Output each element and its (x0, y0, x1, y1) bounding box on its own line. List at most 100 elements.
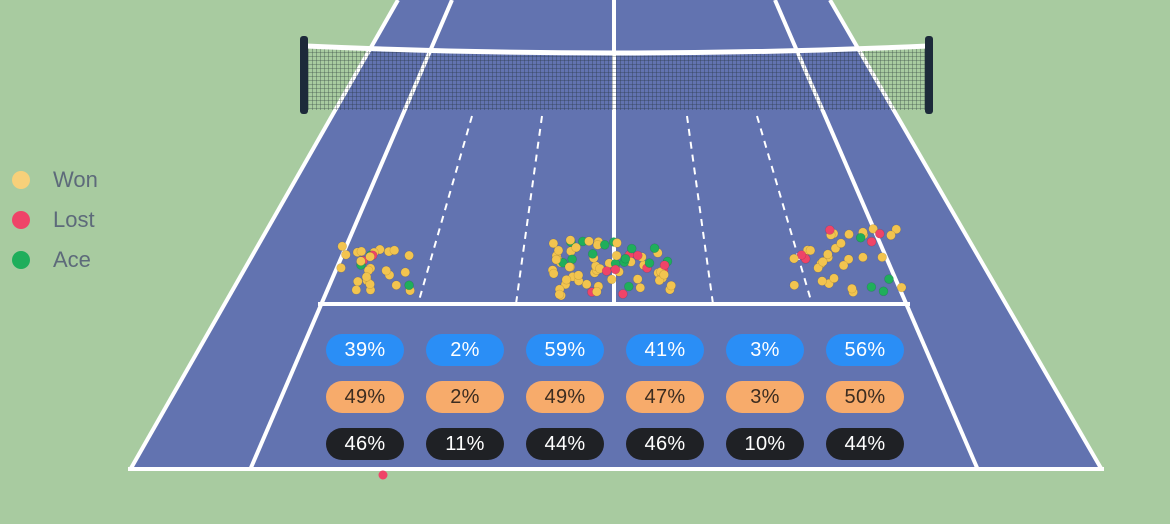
stat-pill: 39% (326, 334, 404, 366)
serve-dot-won (847, 283, 857, 294)
serve-dot-ace (404, 280, 414, 291)
serve-dot-won (632, 274, 643, 284)
serve-dot-won (822, 249, 833, 260)
serve-dot-won (858, 252, 868, 263)
stat-pill: 50% (826, 381, 904, 413)
serve-dot-won (365, 279, 375, 290)
serve-dot-won (551, 254, 562, 265)
serve-dot-lost (601, 266, 612, 276)
serve-dot-won (565, 235, 576, 245)
serve-dot-lost (610, 264, 621, 275)
serve-dot-ace (587, 249, 598, 259)
serve-dot-won (571, 242, 581, 253)
stat-pill: 46% (326, 428, 404, 460)
serve-dot-won (573, 270, 584, 281)
zone-line (756, 115, 813, 305)
serve-dot-lost (659, 260, 670, 271)
stat-row-dark: 46% 11% 44% 46% 10% 44% (326, 428, 904, 460)
serve-dot-won (356, 246, 367, 257)
serve-dot-won (352, 276, 363, 287)
serve-dot-won (805, 245, 816, 256)
serve-dot-won (391, 280, 402, 291)
serve-dot-won (813, 263, 823, 273)
serve-dots (336, 224, 907, 480)
serve-dot-won (548, 238, 559, 249)
serve-dot-won (389, 245, 400, 256)
stat-row-blue: 39% 2% 59% 41% 3% 56% (326, 334, 904, 366)
stat-pill: 3% (726, 334, 804, 366)
serve-dot-ace (644, 258, 655, 268)
zone-line (686, 115, 714, 305)
serve-dot-won (581, 279, 592, 290)
serve-dot-ace (878, 286, 889, 297)
serve-dot-won (843, 254, 854, 265)
stat-pill: 47% (626, 381, 704, 413)
serve-dot-lost (874, 228, 885, 239)
stat-pill: 44% (526, 428, 604, 460)
serve-dot-won (666, 280, 677, 291)
won-dot-icon (12, 171, 30, 189)
serve-dot-won (868, 224, 879, 234)
serve-dot-lost (632, 250, 643, 261)
legend-label-lost: Lost (53, 207, 95, 232)
serve-dot-won (554, 289, 565, 300)
ace-dot-icon (12, 251, 30, 269)
stat-pill: 3% (726, 381, 804, 413)
serve-dot-lost (796, 250, 807, 260)
serve-dot-won (659, 269, 669, 280)
serve-dot-won (400, 267, 411, 278)
serve-dot-won (817, 256, 828, 267)
serve-dot-lost (618, 289, 628, 299)
legend-item-won: Won (12, 160, 98, 200)
serve-dot-won (838, 260, 849, 271)
serve-dot-won (877, 252, 887, 263)
serve-dot-won (789, 253, 799, 264)
serve-dot-ace (626, 243, 637, 254)
serve-dot-ace (866, 282, 877, 292)
serve-dot-won (561, 274, 572, 285)
serve-dot-ace (855, 232, 866, 243)
serve-dot-won (896, 282, 907, 293)
stat-pill: 10% (726, 428, 804, 460)
stat-pill: 11% (426, 428, 504, 460)
lost-dot-icon (12, 211, 30, 229)
serve-dot-won (606, 274, 617, 285)
serve-dot-won (817, 276, 827, 286)
serve-dot-ace (620, 253, 631, 264)
serve-dot-won (584, 236, 594, 246)
stat-pill: 49% (526, 381, 604, 413)
serve-dot-won (789, 280, 800, 291)
zone-line (515, 115, 543, 305)
serve-dot-won (337, 241, 348, 252)
tennis-net (300, 36, 933, 114)
zone-line (417, 115, 473, 305)
serve-dot-lost (824, 225, 835, 235)
legend-item-lost: Lost (12, 200, 98, 240)
serve-dot-won (336, 263, 346, 273)
serve-dot-won (553, 245, 564, 256)
serve-dot-ace (623, 281, 634, 292)
stat-pill: 44% (826, 428, 904, 460)
serve-dot-won (612, 238, 622, 248)
stat-pill: 46% (626, 428, 704, 460)
serve-dot-won (356, 256, 366, 267)
legend-label-ace: Ace (53, 247, 91, 272)
stat-pill: 2% (426, 334, 504, 366)
serve-dot-won (341, 249, 351, 260)
serve-dot-ace (649, 243, 660, 253)
serve-dot-won (891, 224, 902, 235)
serve-dot-ace (599, 240, 610, 250)
serve-dot-won (365, 251, 375, 262)
stat-pill: 59% (526, 334, 604, 366)
stat-pill: 49% (326, 381, 404, 413)
stat-pill: 2% (426, 381, 504, 413)
serve-dot-won (351, 285, 362, 295)
legend: Won Lost Ace (12, 160, 98, 280)
serve-dot-won (361, 272, 372, 282)
stat-pill: 56% (826, 334, 904, 366)
serve-dot-won (548, 268, 559, 279)
serve-dot-lost (866, 236, 877, 247)
legend-item-ace: Ace (12, 240, 98, 280)
legend-label-won: Won (53, 167, 98, 192)
serve-dot-won (611, 250, 622, 261)
